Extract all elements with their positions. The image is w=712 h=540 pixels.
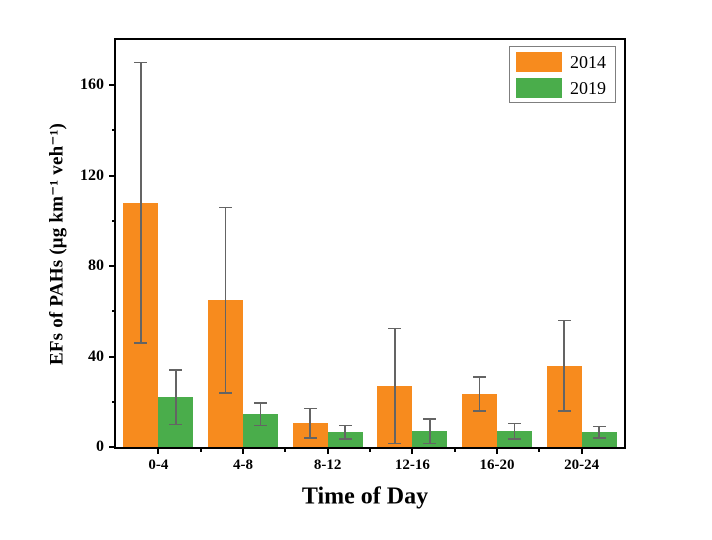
legend-swatch-2014: [516, 51, 562, 72]
error-bar-2019-4-8-cap-bottom: [254, 424, 267, 427]
error-bar-2014-20-24: [563, 320, 565, 411]
x-category-label: 4-8: [233, 457, 253, 473]
error-bar-2014-16-20: [478, 376, 481, 411]
legend-item-2014: 2014: [516, 49, 615, 75]
error-bar-2014-4-8: [224, 207, 227, 393]
error-bar-2014-0-4-cap-top: [134, 61, 148, 64]
error-bar-2014-0-4: [140, 62, 142, 343]
error-bar-2019-20-24: [598, 426, 600, 438]
y-tick-label: 160: [80, 76, 104, 94]
x-minor-tick: [538, 447, 541, 452]
error-bar-2014-12-16-cap-bottom: [388, 442, 402, 445]
x-major-tick: [411, 447, 414, 454]
x-major-tick: [580, 447, 583, 454]
legend-item-2019: 2019: [516, 75, 615, 101]
y-major-tick: [109, 355, 116, 358]
plot-area: 0 40 80 120 160 0-4 4-8 8-12 12-16 16-20 20-24 201…: [80, 38, 626, 473]
error-bar-2014-16-20-cap-bottom: [473, 410, 486, 412]
legend: 2014 2019: [509, 46, 616, 103]
y-major-tick: [109, 265, 116, 268]
error-bar-2019-12-16: [429, 418, 431, 444]
y-minor-tick: [112, 400, 116, 403]
y-tick-label: 80: [88, 257, 104, 275]
x-category-label: 20-24: [564, 457, 600, 473]
error-bar-2014-8-12-cap-bottom: [303, 437, 317, 439]
legend-label-2014: 2014: [570, 51, 606, 72]
y-major-tick: [109, 84, 116, 87]
y-axis-title: EFs of PAHs (μg km⁻¹ veh⁻¹): [46, 122, 68, 366]
error-bar-2019-8-12: [344, 425, 346, 440]
x-major-tick: [242, 447, 244, 454]
error-bar-2019-12-16-cap-top: [423, 418, 437, 420]
error-bar-2014-0-4-cap-bottom: [134, 342, 148, 344]
error-bar-2014-20-24-cap-top: [557, 319, 571, 322]
error-bar-2019-8-12-cap-top: [338, 424, 352, 427]
error-bar-2019-16-20: [513, 423, 516, 440]
x-minor-tick: [199, 447, 202, 452]
y-tick-label: 0: [96, 438, 104, 455]
y-major-tick: [109, 446, 116, 448]
error-bar-2014-12-16: [394, 328, 396, 444]
y-minor-tick: [112, 310, 116, 313]
x-minor-tick: [284, 447, 287, 452]
error-bar-2019-4-8-cap-top: [254, 402, 267, 404]
x-minor-tick: [453, 447, 456, 452]
error-bar-2014-8-12-cap-top: [303, 407, 317, 410]
legend-swatch-2019: [516, 77, 562, 98]
legend-label-2019: 2019: [570, 77, 606, 98]
x-major-tick: [326, 447, 329, 454]
plot-inner: 0 40 80 120 160 0-4 4-8 8-12 12-16 16-20 20-24: [80, 40, 624, 473]
error-bar-2019-0-4-cap-bottom: [169, 423, 183, 426]
error-bar-2019-4-8: [259, 402, 262, 426]
x-category-label: 0-4: [148, 457, 169, 473]
x-category-label: 12-16: [394, 457, 430, 473]
error-bar-2019-20-24-cap-bottom: [592, 437, 606, 439]
error-bar-2014-4-8-cap-bottom: [219, 392, 232, 394]
y-tick-label: 120: [80, 166, 104, 184]
error-bar-2019-0-4: [175, 370, 177, 425]
y-tick-label: 40: [88, 347, 104, 365]
error-bar-2019-16-20-cap-bottom: [508, 438, 521, 440]
y-minor-tick: [112, 219, 116, 222]
error-bar-2019-20-24-cap-top: [592, 425, 606, 428]
error-bar-2014-20-24-cap-bottom: [557, 410, 571, 412]
bar-2019-20-24: [581, 432, 617, 447]
y-minor-tick: [112, 129, 116, 132]
x-category-label: 8-12: [313, 457, 342, 473]
error-bar-2014-4-8-cap-top: [219, 206, 232, 209]
error-bar-2019-16-20-cap-top: [508, 422, 521, 425]
error-bar-2014-16-20-cap-top: [473, 376, 486, 378]
x-major-tick: [157, 447, 160, 454]
error-bar-2014-8-12: [309, 408, 311, 438]
y-major-tick: [109, 174, 116, 177]
error-bar-2014-12-16-cap-top: [388, 327, 402, 330]
error-bar-2019-12-16-cap-bottom: [423, 442, 437, 445]
error-bar-2019-8-12-cap-bottom: [338, 438, 352, 440]
x-major-tick: [496, 447, 498, 454]
error-bar-2019-0-4-cap-top: [169, 369, 183, 371]
x-minor-tick: [369, 447, 371, 452]
x-category-label: 16-20: [479, 457, 515, 473]
x-axis-title: Time of Day: [301, 483, 429, 510]
